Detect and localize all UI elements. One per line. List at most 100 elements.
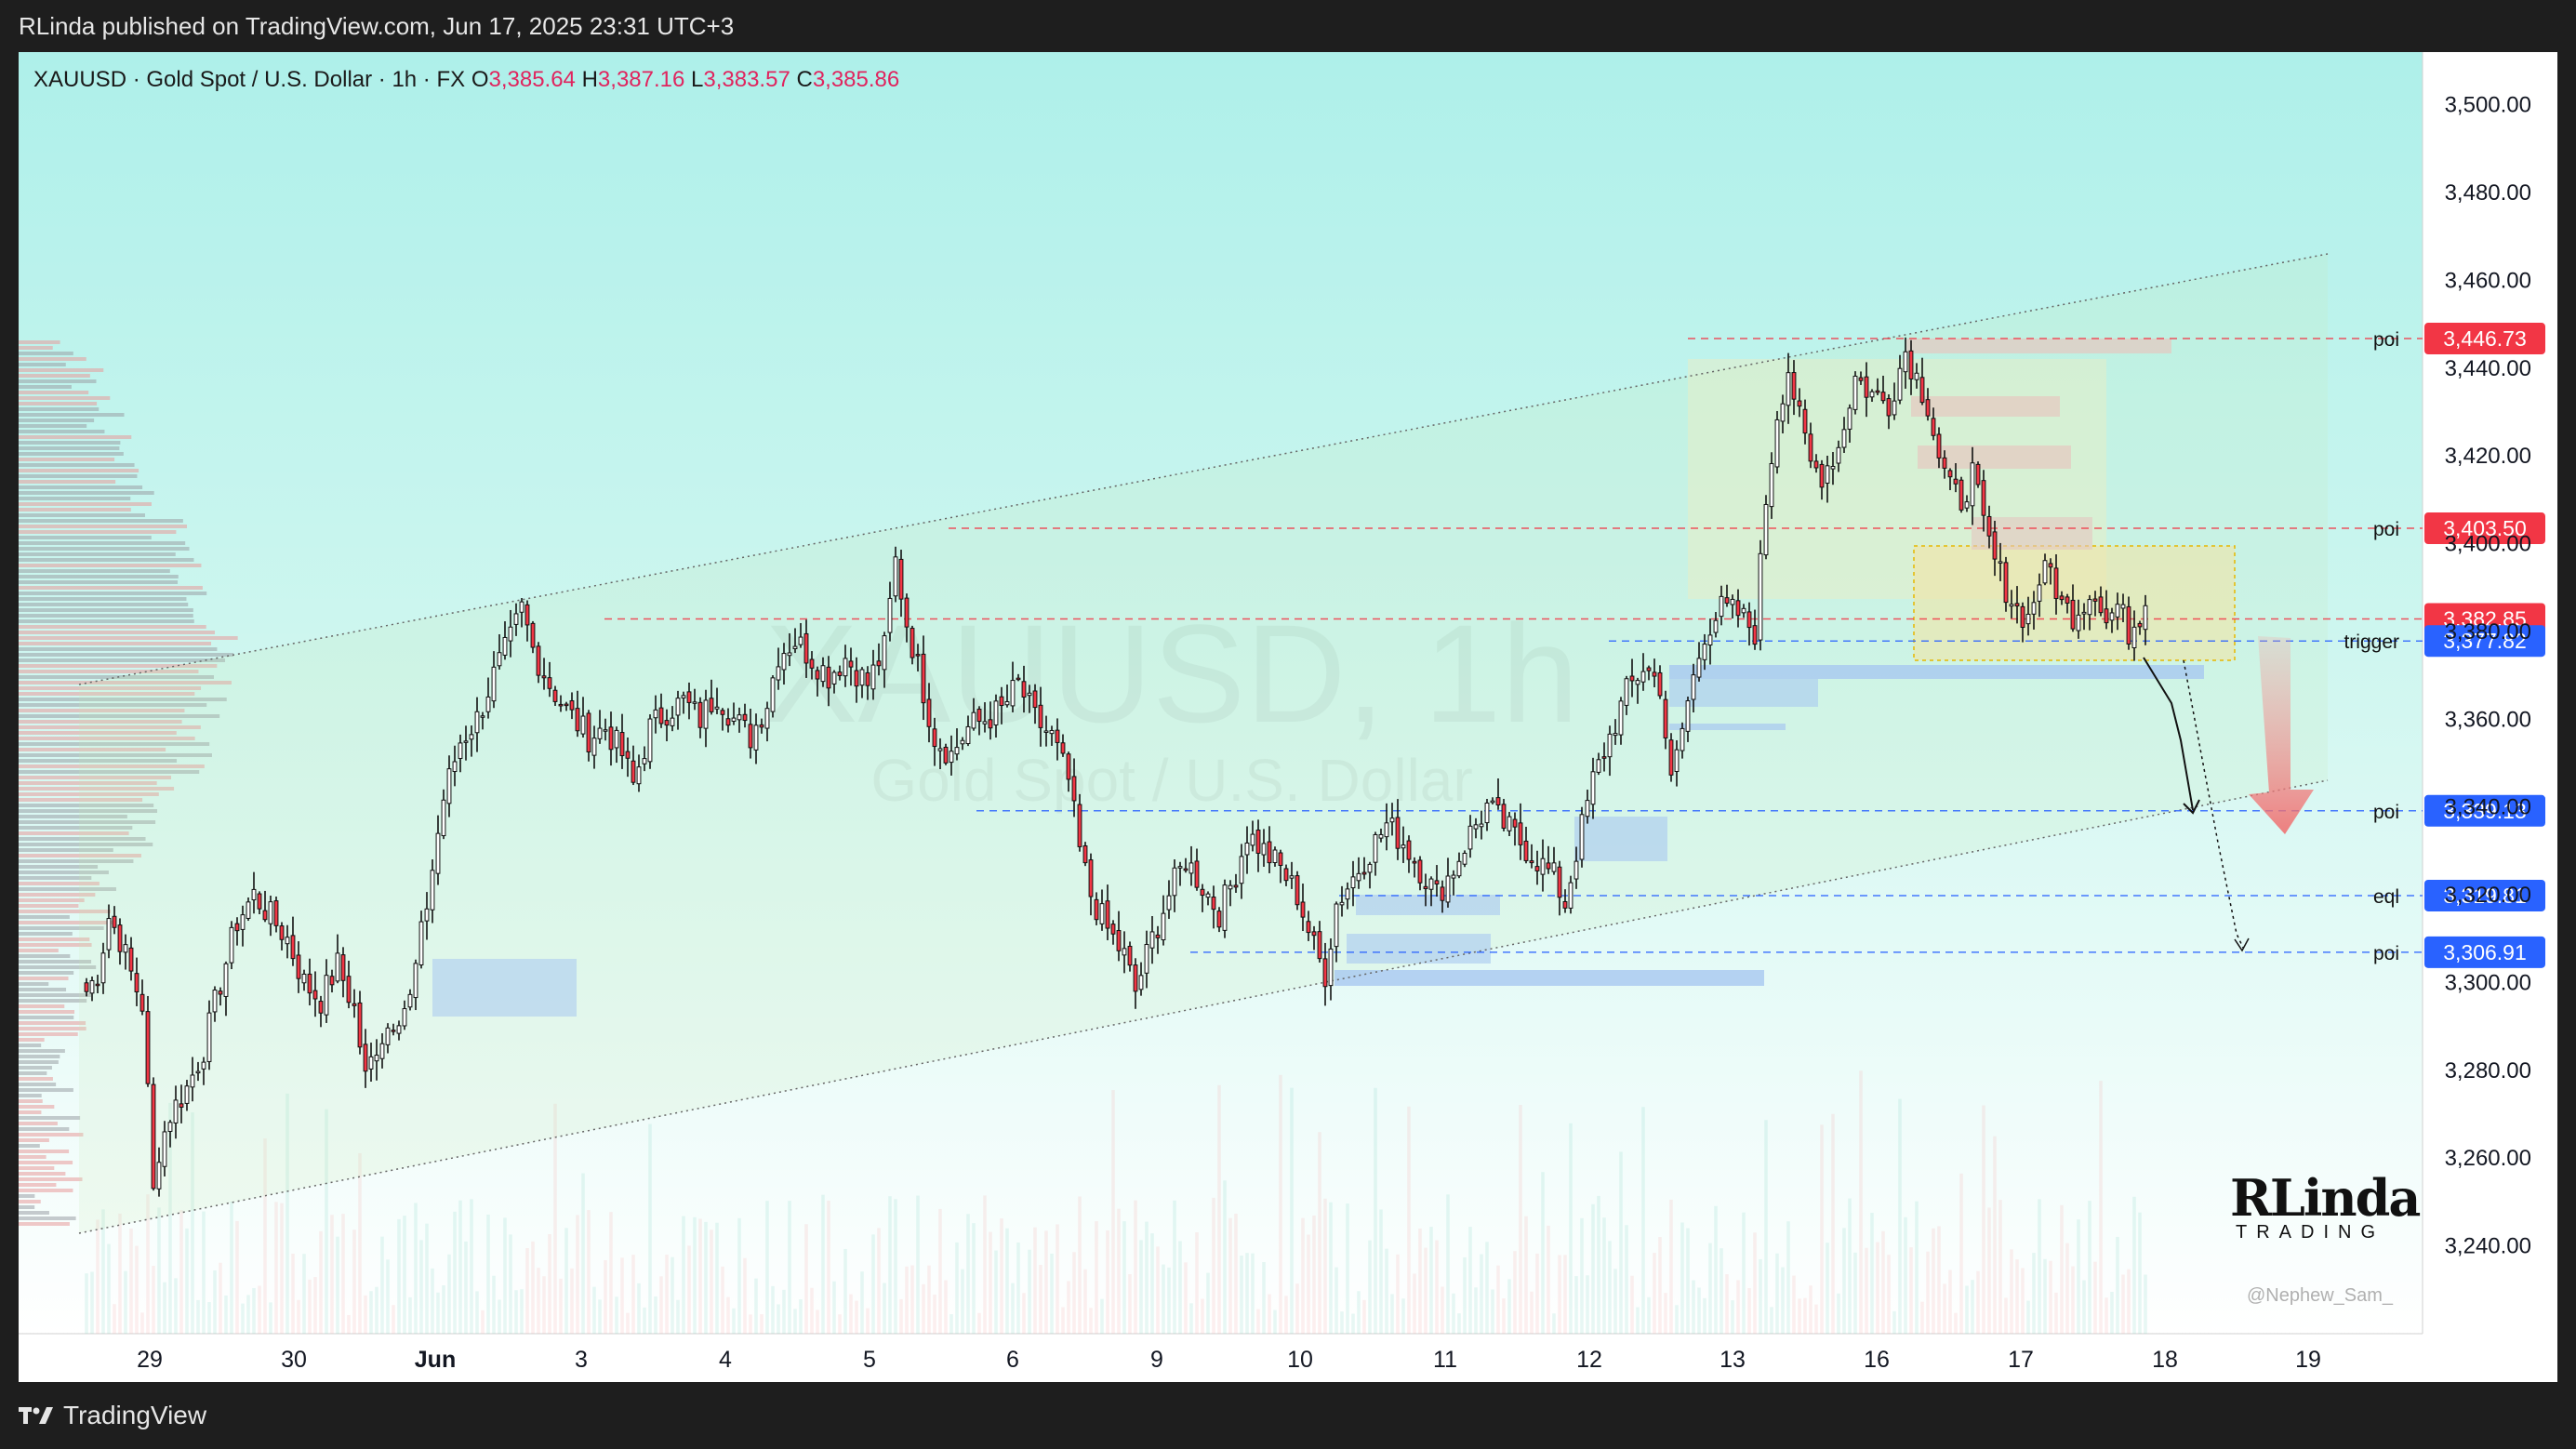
candle-body xyxy=(848,660,854,668)
candle-body xyxy=(2115,604,2120,618)
price-label-background xyxy=(2424,879,2545,911)
volume-profile-bar xyxy=(19,547,190,551)
volume-bar xyxy=(2093,1261,2097,1334)
volume-bar xyxy=(364,1295,367,1334)
volume-bar xyxy=(2038,1199,2041,1334)
candle-body xyxy=(1350,876,1356,889)
time-axis[interactable]: 29 30 Jun 3 4 5 6 9 10 11 12 13 16 17 18 19 xyxy=(137,1347,2321,1373)
volume-profile-bar xyxy=(19,597,187,601)
candle-body xyxy=(296,954,301,979)
volume-bar xyxy=(1184,1262,1188,1334)
price-tick: 3,500.00 xyxy=(2445,93,2531,118)
candle xyxy=(1802,399,1808,445)
candle xyxy=(2104,590,2109,630)
level-label: eql xyxy=(2373,886,2399,908)
candle xyxy=(1852,371,1858,415)
candle xyxy=(1233,873,1239,893)
volume-bar xyxy=(626,1312,630,1334)
candle xyxy=(2025,596,2031,636)
candle xyxy=(268,895,273,937)
candle-body xyxy=(1953,478,1959,485)
candle-body xyxy=(887,597,893,633)
candle xyxy=(1813,454,1819,473)
candle-body xyxy=(240,914,246,930)
candle-body xyxy=(346,976,352,1004)
candle xyxy=(324,959,329,1023)
candle xyxy=(1769,452,1774,519)
volume-profile-bar xyxy=(19,552,176,556)
volume-profile-bar xyxy=(19,525,187,528)
candle xyxy=(469,725,474,757)
volume-bar xyxy=(1697,1287,1701,1334)
candle xyxy=(2014,586,2020,624)
volume-bar xyxy=(1056,1224,1059,1334)
volume-bar xyxy=(2099,1081,2103,1334)
candle xyxy=(1127,941,1133,972)
volume-profile-bar xyxy=(19,1155,46,1159)
candle-body xyxy=(1936,433,1942,459)
volume-bar xyxy=(1502,1298,1506,1334)
price-label: 3,306.91 xyxy=(2443,940,2527,964)
candle xyxy=(1847,404,1852,443)
volume-bar xyxy=(330,1215,334,1334)
volume-profile-bar xyxy=(19,1027,86,1030)
price-axis[interactable]: 3,446.733,403.503,382.853,377.823,339.13… xyxy=(2424,93,2545,1259)
candle-body xyxy=(318,1001,324,1014)
candle-body xyxy=(870,664,876,690)
volume-bar xyxy=(777,1304,780,1334)
high-key: H xyxy=(581,67,598,92)
candle xyxy=(770,675,776,718)
volume-profile-bar xyxy=(19,776,172,779)
candle xyxy=(1774,410,1780,474)
volume-bar xyxy=(1351,1313,1355,1334)
candle-body xyxy=(1060,742,1066,754)
candle xyxy=(1975,461,1981,488)
price-chart[interactable]: XAUUSD, 1h Gold Spot / U.S. Dollar poi po… xyxy=(19,52,2557,1382)
footer-brand[interactable]: TradingView xyxy=(63,1401,207,1429)
candle-body xyxy=(463,740,469,743)
candle xyxy=(1077,793,1082,852)
chart-area[interactable]: XAUUSD, 1h Gold Spot / U.S. Dollar poi po… xyxy=(19,52,2557,1382)
volume-bar xyxy=(883,1283,886,1334)
volume-profile-bar xyxy=(19,1066,52,1070)
candle-body xyxy=(1579,814,1585,860)
volume-bar xyxy=(2021,1268,2025,1334)
volume-profile-bar xyxy=(19,815,127,818)
volume-profile-bar xyxy=(19,603,189,606)
volume-bar xyxy=(2010,1249,2013,1334)
candle xyxy=(2009,590,2014,618)
candle-body xyxy=(2053,567,2059,600)
candle xyxy=(1122,931,1127,974)
volume-bar xyxy=(1463,1256,1467,1334)
candle xyxy=(681,691,686,714)
volume-bar xyxy=(2032,1253,2036,1334)
candle-body xyxy=(1914,372,1919,380)
candle xyxy=(1752,609,1758,650)
candle xyxy=(541,658,547,690)
candle-body xyxy=(229,926,234,964)
volume-bar xyxy=(1586,1275,1589,1334)
volume-bar xyxy=(1334,1267,1338,1334)
candle xyxy=(218,987,223,1006)
candle xyxy=(1640,653,1646,691)
candle-body xyxy=(368,1056,374,1070)
volume-bar xyxy=(1435,1240,1439,1334)
candle-body xyxy=(1947,470,1953,478)
volume-bar xyxy=(1474,1287,1478,1334)
volume-bar xyxy=(1976,1270,1980,1334)
candle-body xyxy=(882,635,887,671)
candle xyxy=(1317,921,1322,963)
candle-body xyxy=(1322,958,1328,988)
volume-profile-bar xyxy=(19,1183,57,1187)
volume-bar xyxy=(1072,1252,1076,1334)
candle-body xyxy=(357,1002,363,1048)
volume-bar xyxy=(559,1278,563,1334)
candle xyxy=(976,706,982,736)
candle xyxy=(647,714,653,769)
volume-bar xyxy=(146,1194,150,1334)
candle-body xyxy=(714,706,720,710)
volume-bar xyxy=(531,1241,535,1334)
candle xyxy=(385,1023,391,1054)
candle-body xyxy=(1116,930,1122,951)
volume-profile-bar xyxy=(19,937,90,941)
